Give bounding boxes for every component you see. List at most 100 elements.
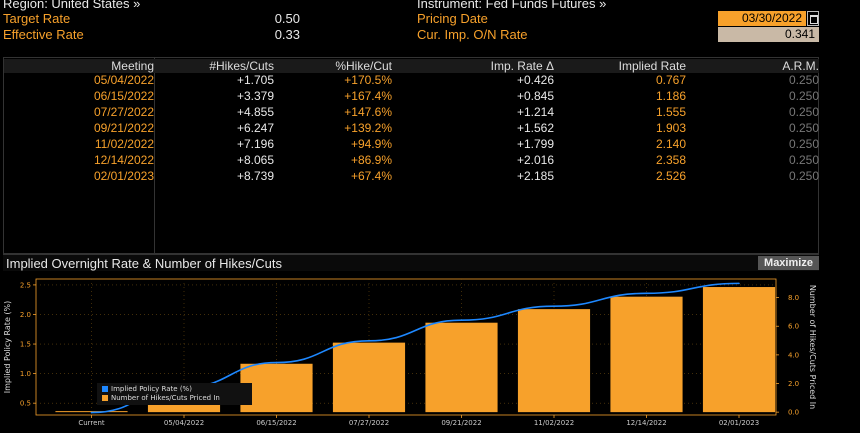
y2-tick-label: 4.0 [788,351,799,359]
cell-meeting: 11/02/2022 [94,137,154,151]
cell-hikes: +8.739 [236,169,274,183]
col-delta[interactable]: Imp. Rate Δ [490,59,554,73]
cell-implied: 0.767 [655,73,686,87]
table-row[interactable]: 09/21/2022 +6.247 +139.2% +1.562 1.903 0.250 [4,121,819,136]
cell-arm: 0.250 [788,105,819,119]
cell-hikes: +8.065 [236,153,274,167]
y-tick-label: 0.5 [20,400,31,408]
col-implied[interactable]: Implied Rate [618,59,686,73]
bar [55,411,128,413]
bar [702,287,776,413]
implied-rate-chart: 0.5 1.0 1.5 2.0 2.5 0.0 2.0 4.0 6.0 8.0 Current 05/… [3,278,817,427]
column-divider [154,58,155,254]
series-point [460,319,463,322]
cell-meeting: 09/21/2022 [93,121,154,135]
x-tick-label: 06/15/2022 [256,419,296,427]
cell-arm: 0.250 [788,137,819,151]
y2-tick-label: 0.0 [788,409,799,417]
chart-panel-header: Implied Overnight Rate & Number of Hikes… [3,254,819,271]
y-tick-label: 1.0 [20,370,31,378]
cell-pct: +67.4% [350,169,392,183]
series-point [275,361,278,364]
table-row[interactable]: 11/02/2022 +7.196 +94.9% +1.799 2.140 0.250 [4,137,819,152]
x-tick-label: 12/14/2022 [626,419,666,427]
col-pct[interactable]: %Hike/Cut [335,59,392,73]
instrument-selector[interactable]: Instrument: Fed Funds Futures » [417,0,607,11]
calendar-icon[interactable] [807,11,819,26]
cur-imp-rate-field: 0.341 [718,27,819,42]
table-row[interactable]: 06/15/2022 +3.379 +167.4% +0.845 1.186 0.250 [4,89,819,104]
cell-arm: 0.250 [788,73,819,87]
cell-arm: 0.250 [788,121,819,135]
region-selector[interactable]: Region: United States » [3,0,141,11]
bar [425,322,498,413]
cell-implied: 2.140 [655,137,686,151]
cell-pct: +147.6% [344,105,392,119]
y2-tick-label: 2.0 [788,380,799,388]
effective-rate-label: Effective Rate [3,27,84,42]
plot-frame [35,278,777,416]
cell-delta: +1.562 [516,121,554,135]
x-tick-label: 05/04/2022 [164,419,204,427]
col-arm[interactable]: A.R.M. [782,59,819,73]
cell-meeting: 02/01/2023 [93,169,154,183]
target-rate-label: Target Rate [3,11,71,26]
x-tick-label: 11/02/2022 [534,419,574,427]
cell-delta: +0.426 [516,73,554,87]
cell-implied: 1.555 [655,105,686,119]
legend-item-hikes: Number of Hikes/Cuts Priced In [102,394,220,403]
col-hikes[interactable]: #Hikes/Cuts [209,59,274,73]
series-point [738,282,740,285]
x-tick-label: 02/01/2023 [719,419,759,427]
cell-meeting: 12/14/2022 [93,153,154,167]
maximize-button[interactable]: Maximize [758,256,819,270]
series-point [368,339,370,342]
legend-swatch-bar [102,395,108,401]
bar [610,296,683,413]
y-axis-title: Implied Policy Rate (%) [3,301,12,394]
col-meeting[interactable]: Meeting [111,59,154,73]
cell-hikes: +4.855 [236,105,274,119]
series-point [90,411,93,414]
series-point [553,305,555,307]
legend-label-rate: Implied Policy Rate (%) [111,385,192,393]
effective-rate-value: 0.33 [274,27,300,42]
cur-imp-label: Cur. Imp. O/N Rate [417,27,528,42]
cell-pct: +86.9% [350,153,392,167]
y-tick-label: 2.0 [20,311,31,319]
cell-pct: +94.9% [350,137,392,151]
cell-arm: 0.250 [788,89,819,103]
cell-hikes: +3.379 [236,89,274,103]
cell-implied: 1.186 [655,89,686,103]
legend-swatch-line [102,386,108,392]
meetings-table: Meeting #Hikes/Cuts %Hike/Cut Imp. Rate … [3,57,819,254]
series-point [645,292,648,295]
y2-tick-label: 6.0 [788,323,799,331]
table-row[interactable]: 12/14/2022 +8.065 +86.9% +2.016 2.358 0.250 [4,153,819,168]
chart-title: Implied Overnight Rate & Number of Hikes… [6,256,282,271]
legend-item-rate: Implied Policy Rate (%) [102,385,192,394]
cell-implied: 1.903 [655,121,686,135]
y2-tick-label: 8.0 [788,294,799,302]
target-rate-value: 0.50 [274,11,300,26]
x-tick-label: 09/21/2022 [441,419,481,427]
y-tick-label: 2.5 [20,281,31,289]
chart-legend: Implied Policy Rate (%) Number of Hikes/… [97,383,252,405]
x-tick-label: Current [78,419,105,427]
cell-delta: +1.799 [516,137,554,151]
cell-delta: +0.845 [516,89,554,103]
cell-pct: +139.2% [344,121,392,135]
cell-meeting: 07/27/2022 [93,105,154,119]
cell-hikes: +6.247 [236,121,274,135]
cell-implied: 2.526 [655,169,686,183]
cell-delta: +1.214 [516,105,554,119]
table-row[interactable]: 02/01/2023 +8.739 +67.4% +2.185 2.526 0.250 [4,169,819,184]
pricing-date-input[interactable]: 03/30/2022 [718,11,806,26]
cell-pct: +170.5% [344,73,392,87]
cell-pct: +167.4% [344,89,392,103]
cell-arm: 0.250 [788,169,819,183]
table-row[interactable]: 05/04/2022 +1.705 +170.5% +0.426 0.767 0.250 [4,73,819,88]
cell-hikes: +7.196 [236,137,274,151]
table-row[interactable]: 07/27/2022 +4.855 +147.6% +1.214 1.555 0.250 [4,105,819,120]
table-header: Meeting #Hikes/Cuts %Hike/Cut Imp. Rate … [4,59,819,73]
